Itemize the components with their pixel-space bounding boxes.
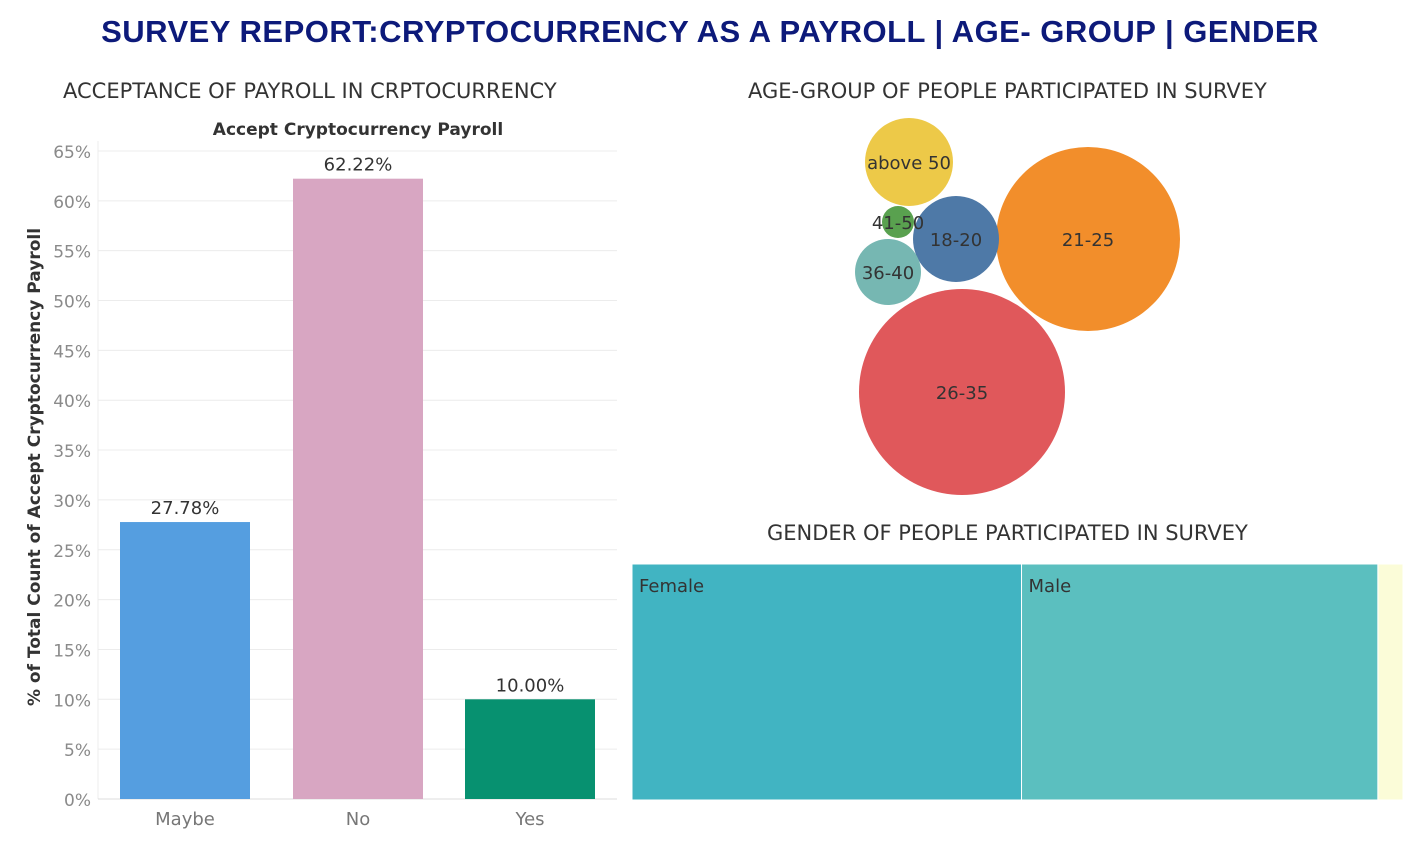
y-tick-label: 40% [53, 392, 91, 412]
y-tick-label: 55% [53, 243, 91, 263]
y-tick-label: 65% [53, 143, 91, 163]
bubble-label: 41-50 [872, 213, 924, 234]
bubble-above-50 [865, 118, 953, 206]
y-tick-label: 10% [53, 691, 91, 711]
bar-value-label: 27.78% [151, 498, 220, 519]
bubble-18-20 [913, 196, 999, 282]
y-tick-label: 50% [53, 293, 91, 313]
y-tick-label: 30% [53, 492, 91, 512]
bubble-21-25 [996, 147, 1180, 331]
x-tick-label: Maybe [155, 809, 215, 830]
bubble-41-50 [882, 206, 914, 238]
x-tick-label: No [346, 809, 370, 830]
bar-section-title: ACCEPTANCE OF PAYROLL IN CRPTOCURRENCY [63, 79, 557, 103]
bubble-26-35 [859, 289, 1065, 495]
page-title: SURVEY REPORT:CRYPTOCURRENCY AS A PAYROL… [101, 14, 1319, 49]
y-tick-label: 25% [53, 542, 91, 562]
x-tick-label: Yes [514, 809, 544, 830]
bubble-section-title: AGE-GROUP OF PEOPLE PARTICIPATED IN SURV… [748, 79, 1267, 103]
bubble-label: 21-25 [1062, 230, 1114, 251]
treemap-label: Female [639, 576, 704, 597]
bubble-36-40 [855, 239, 921, 305]
treemap-section-title: GENDER OF PEOPLE PARTICIPATED IN SURVEY [767, 521, 1248, 545]
bar-value-label: 62.22% [324, 155, 393, 176]
bubble-label: above 50 [867, 153, 951, 174]
treemap-label: Male [1029, 576, 1072, 597]
treemap-cell [1377, 563, 1404, 801]
treemap-cell [631, 563, 1023, 801]
y-tick-label: 60% [53, 193, 91, 213]
bar-chart-title: Accept Cryptocurrency Payroll [213, 120, 503, 140]
bar-no [293, 178, 423, 800]
bubble-label: 36-40 [862, 263, 914, 284]
y-tick-label: 20% [53, 592, 91, 612]
y-tick-label: 15% [53, 641, 91, 661]
bar-value-label: 10.00% [496, 675, 565, 696]
bar-maybe [120, 522, 250, 799]
y-tick-label: 0% [64, 791, 91, 811]
bubble-label: 26-35 [936, 383, 988, 404]
treemap-cell [1021, 563, 1379, 801]
y-tick-label: 35% [53, 442, 91, 462]
y-axis-title: % of Total Count of Accept Cryptocurrenc… [25, 228, 45, 706]
y-tick-label: 5% [64, 741, 91, 761]
y-tick-label: 45% [53, 342, 91, 362]
bubble-label: 18-20 [930, 230, 982, 251]
bar-yes [465, 699, 595, 799]
